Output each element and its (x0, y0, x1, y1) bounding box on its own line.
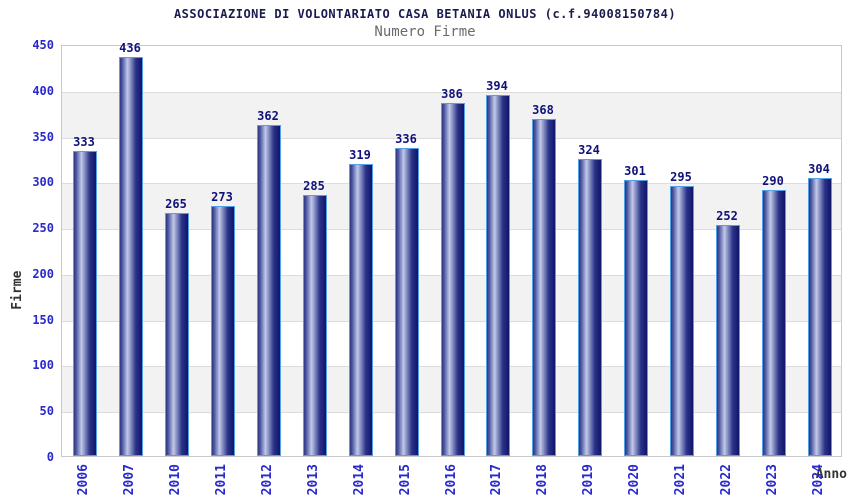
bar-2021 (670, 186, 694, 456)
bar-2018 (532, 119, 556, 456)
bar-2024 (808, 178, 832, 456)
bar-value-label: 386 (441, 87, 463, 101)
x-tick-label: 2012 (260, 464, 275, 496)
x-tick-label: 2011 (214, 464, 229, 496)
bar-value-label: 273 (211, 190, 233, 204)
y-tick-label: 250 (32, 221, 54, 236)
bar-value-label: 324 (578, 143, 600, 157)
x-tick-label: 2021 (673, 464, 688, 496)
bar-value-label: 301 (624, 164, 646, 178)
bar-2014 (349, 164, 373, 456)
x-tick-label: 2013 (306, 464, 321, 496)
bar-2022 (716, 225, 740, 456)
bar-2011 (211, 206, 235, 456)
x-axis-title: Anno (815, 467, 847, 482)
bar-value-label: 394 (486, 79, 508, 93)
bar-value-label: 252 (716, 209, 738, 223)
x-tick-label: 2020 (627, 464, 642, 496)
y-tick-label: 350 (32, 129, 54, 144)
x-tick-label: 2018 (535, 464, 550, 496)
bar-value-label: 333 (73, 135, 95, 149)
bar-2019 (578, 159, 602, 456)
bar-2016 (441, 103, 465, 456)
x-tick-label: 2016 (444, 464, 459, 496)
x-tick-label: 2024 (811, 464, 826, 496)
y-tick-label: 50 (39, 404, 54, 419)
bar-value-label: 319 (349, 148, 371, 162)
bar-value-label: 362 (257, 109, 279, 123)
bar-value-label: 304 (808, 162, 830, 176)
bar-2007 (119, 57, 143, 456)
x-tick-label: 2015 (398, 464, 413, 496)
bar-value-label: 265 (165, 197, 187, 211)
bar-value-label: 368 (532, 103, 554, 117)
bar-value-label: 436 (119, 41, 141, 55)
x-tick-label: 2014 (352, 464, 367, 496)
y-tick-label: 450 (32, 38, 54, 52)
chart-title: ASSOCIAZIONE DI VOLONTARIATO CASA BETANI… (173, 7, 677, 21)
y-tick-label: 150 (32, 312, 54, 327)
bar-2017 (486, 95, 510, 456)
bar-value-label: 295 (670, 170, 692, 184)
bar-value-label: 290 (762, 174, 784, 188)
bar-2020 (624, 180, 648, 456)
bar-2015 (395, 148, 419, 456)
x-tick-label: 2010 (168, 464, 183, 496)
y-tick-label: 100 (32, 358, 54, 373)
bar-2013 (303, 195, 327, 456)
x-tick-label: 2006 (76, 464, 91, 496)
bar-2006 (73, 151, 97, 456)
bar-2023 (762, 190, 786, 456)
bar-value-label: 336 (395, 132, 417, 146)
x-tick-label: 2007 (122, 464, 137, 496)
y-tick-label: 0 (46, 450, 54, 464)
bar-2010 (165, 213, 189, 456)
x-tick-label: 2017 (489, 464, 504, 496)
y-tick-label: 200 (32, 266, 54, 281)
plot-area (61, 45, 842, 457)
bar-value-label: 285 (303, 179, 325, 193)
y-tick-label: 400 (32, 83, 54, 98)
gridline (62, 92, 841, 93)
bar-2012 (257, 125, 281, 456)
x-tick-label: 2019 (581, 464, 596, 496)
y-tick-label: 300 (32, 175, 54, 190)
x-tick-label: 2023 (765, 464, 780, 496)
chart-subtitle: Numero Firme (374, 24, 476, 40)
x-tick-label: 2022 (719, 464, 734, 496)
